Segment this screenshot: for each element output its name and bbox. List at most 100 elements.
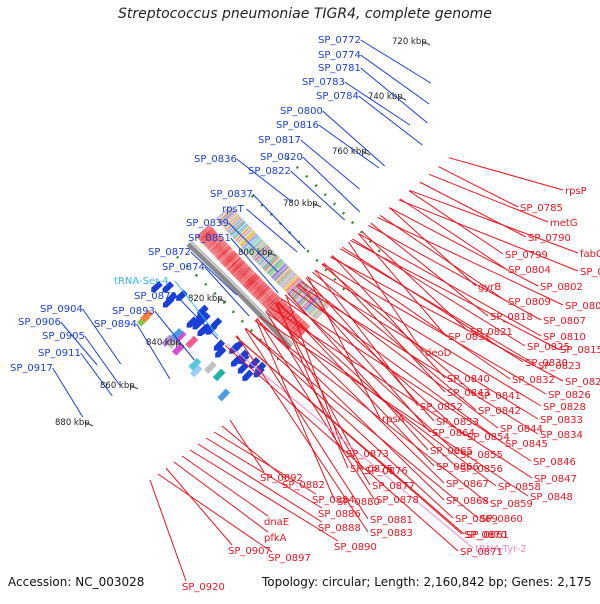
- forward-feature-label: SP_0836: [194, 154, 237, 165]
- reverse-gene-arrow: [242, 273, 257, 287]
- reverse-feature-label: SP_0845: [505, 439, 548, 450]
- reverse-feature-label: SP_0854: [467, 432, 510, 443]
- reverse-gene-arrow: [255, 285, 269, 300]
- forward-feature-label: SP_0772: [318, 35, 361, 46]
- reverse-feature-label: SP_0799: [505, 250, 548, 261]
- category-block: [247, 239, 263, 254]
- backbone-ring: [186, 240, 294, 349]
- leader-line: [255, 319, 336, 502]
- leader-line: [256, 318, 445, 501]
- category-block: [249, 241, 265, 256]
- forward-category-block: [170, 327, 184, 341]
- forward-gene-arrow: [237, 349, 250, 362]
- forward-feature-label: SP_0817: [258, 135, 301, 146]
- category-block: [261, 253, 277, 269]
- forward-gene-arrow: [205, 323, 218, 335]
- reverse-feature-label: SP_0828: [543, 402, 586, 413]
- reverse-gene-arrow: [241, 271, 255, 285]
- category-block: [258, 250, 274, 265]
- category-block: [241, 233, 257, 248]
- category-block: [299, 290, 314, 306]
- scale-label: 760 kbp: [332, 147, 367, 157]
- category-block: [270, 262, 286, 278]
- category-block: [248, 240, 264, 255]
- reverse-feature-label: SP_0818: [490, 312, 533, 323]
- reverse-gene-arrow: [290, 319, 304, 333]
- leader-line: [213, 431, 317, 495]
- reverse-gene-arrow: [222, 251, 236, 265]
- leader-line: [235, 336, 463, 535]
- category-block: [271, 263, 287, 279]
- category-block: [236, 228, 252, 243]
- reverse-feature-label: SP_0882: [282, 480, 325, 491]
- reverse-gene-arrow: [206, 235, 220, 248]
- leader-line: [290, 170, 346, 221]
- category-block: [280, 271, 295, 287]
- reverse-gene-arrow: [261, 291, 275, 305]
- reverse-gene-arrow: [238, 269, 253, 283]
- forward-feature-label: SP_0894: [94, 319, 137, 330]
- category-block: [244, 236, 260, 251]
- leader-line: [52, 367, 84, 418]
- forward-category-block: [161, 334, 174, 348]
- category-block: [252, 244, 268, 259]
- category-block: [224, 214, 240, 229]
- forward-gene-arrow: [213, 339, 226, 351]
- forward-feature-label: SP_0837: [210, 189, 253, 200]
- category-block: [276, 268, 291, 283]
- reverse-gene-arrow: [243, 273, 257, 287]
- backbone-highlight: [189, 241, 294, 346]
- forward-gene-arrow: [253, 365, 265, 378]
- category-block: [235, 226, 251, 242]
- category-block: [246, 237, 261, 253]
- reverse-feature-label: SP_0864: [432, 428, 475, 439]
- forward-category-block: [188, 357, 202, 371]
- reverse-gene-arrow: [289, 318, 303, 333]
- category-block: [260, 252, 276, 268]
- reverse-gene-arrow: [265, 295, 279, 309]
- category-block: [223, 214, 239, 229]
- category-block: [286, 278, 301, 293]
- reverse-feature-label: SP_0869: [455, 514, 498, 525]
- reverse-gene-arrow: [230, 260, 244, 274]
- leader-line: [358, 95, 423, 146]
- leader-line: [428, 173, 549, 223]
- category-block: [245, 237, 261, 252]
- category-block: [259, 251, 274, 266]
- leader-line: [256, 318, 375, 500]
- reverse-feature-label: SP_0870: [464, 530, 507, 541]
- leader-line: [236, 335, 369, 533]
- reverse-feature-label: SP_0841: [478, 391, 521, 402]
- reverse-gene-arrow: [255, 285, 269, 299]
- leader-line: [379, 214, 507, 302]
- reverse-gene-arrow: [249, 279, 263, 294]
- reverse-feature-label: SP_0830: [525, 358, 568, 369]
- category-block: [258, 249, 273, 265]
- reverse-gene-arrow: [241, 271, 255, 285]
- category-block: [260, 252, 276, 267]
- reverse-gene-arrow: [260, 290, 274, 304]
- category-block: [232, 223, 247, 238]
- reverse-feature-label: metG: [550, 218, 578, 229]
- reverse-feature-label: SP_0844: [500, 424, 543, 435]
- leader-line: [360, 54, 430, 105]
- reverse-feature-label: SP_0878: [376, 495, 419, 506]
- leader-line: [252, 193, 306, 250]
- leader-line: [284, 294, 459, 455]
- reverse-feature-label: SP_0824: [565, 377, 600, 388]
- reverse-gene-arrow: [292, 321, 306, 335]
- reverse-feature-label: SP_0825: [527, 342, 570, 353]
- reverse-gene-arrow: [293, 321, 307, 336]
- reverse-gene-arrow: [266, 296, 280, 310]
- category-block: [244, 236, 260, 251]
- leader-line: [377, 217, 564, 306]
- reverse-gene-arrow: [219, 249, 233, 262]
- reverse-gene-arrow: [295, 323, 309, 338]
- forward-gene-arrow: [166, 291, 178, 304]
- scale-label: 780 kbp: [283, 199, 318, 209]
- dotted-track-2: [283, 154, 381, 253]
- reverse-gene-arrow: [204, 233, 218, 246]
- leader-line: [226, 343, 474, 549]
- category-block: [235, 226, 250, 241]
- category-block: [277, 269, 292, 284]
